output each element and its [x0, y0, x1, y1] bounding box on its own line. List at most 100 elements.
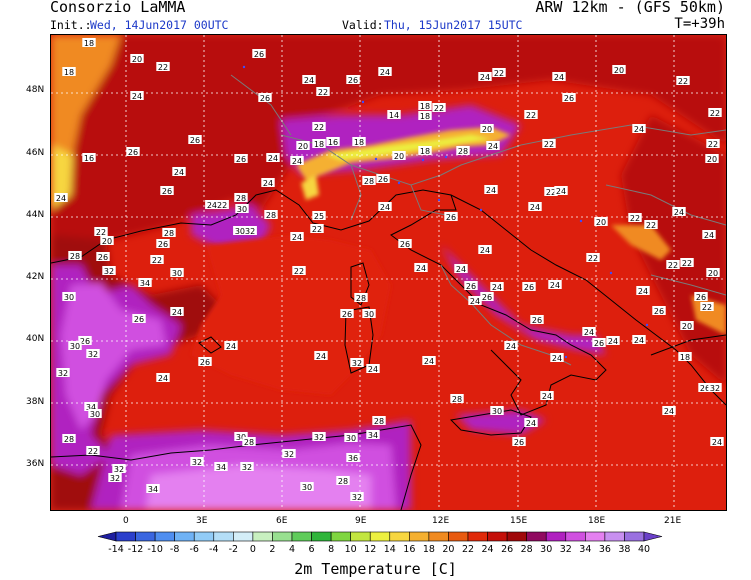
svg-text:24: 24: [172, 308, 182, 317]
svg-text:20: 20: [482, 125, 492, 134]
station-value: 24: [172, 167, 186, 177]
colorbar-tick-label: 32: [559, 544, 572, 555]
svg-text:18: 18: [680, 353, 690, 362]
svg-text:24: 24: [488, 142, 498, 151]
station-value: 24: [290, 232, 304, 242]
station-value: 26: [78, 336, 92, 346]
colorbar-cell: [467, 531, 488, 542]
svg-text:28: 28: [356, 294, 366, 303]
svg-text:20: 20: [682, 322, 692, 331]
station-value: 30: [68, 341, 82, 351]
station-value: 20: [594, 217, 608, 227]
station-value: 22: [708, 108, 722, 118]
svg-text:22: 22: [152, 256, 162, 265]
svg-text:2422: 2422: [207, 201, 227, 210]
station-value: 24: [582, 327, 596, 337]
graticule: [51, 35, 726, 510]
svg-text:24: 24: [316, 352, 326, 361]
colorbar-tick-label: 18: [422, 544, 435, 555]
station-value: 26: [132, 314, 146, 324]
svg-text:24: 24: [556, 187, 566, 196]
colorbar-cell: [115, 531, 136, 542]
colorbar-cell: [389, 531, 410, 542]
station-value: 22: [94, 227, 108, 237]
svg-text:30: 30: [172, 269, 182, 278]
station-value: 26: [340, 309, 354, 319]
svg-text:26: 26: [532, 316, 542, 325]
station-value: 24: [378, 202, 392, 212]
station-value: 26: [398, 239, 412, 249]
colorbar-tick-label: 38: [618, 544, 631, 555]
svg-text:30: 30: [236, 433, 246, 442]
station-value: 20: [100, 236, 114, 246]
station-value: 34: [214, 462, 228, 472]
colorbar-tick-label: 12: [364, 544, 377, 555]
station-value: 34: [138, 278, 152, 288]
station-value: 24: [478, 245, 492, 255]
station-value: 24: [422, 356, 436, 366]
svg-text:28: 28: [164, 229, 174, 238]
lat-label: 40N: [26, 334, 45, 344]
station-value: 20: [705, 154, 719, 164]
svg-text:24: 24: [158, 374, 168, 383]
station-value: 24: [468, 296, 482, 306]
colorbar-cell: [585, 531, 606, 542]
station-value: 30: [344, 433, 358, 443]
station-value: 24: [662, 406, 676, 416]
svg-text:30: 30: [346, 434, 356, 443]
colorbar-cell: [624, 531, 645, 542]
station-value: 24: [261, 178, 275, 188]
svg-text:22: 22: [710, 109, 720, 118]
colorbar-cell: [369, 531, 391, 542]
svg-text:22: 22: [682, 259, 692, 268]
svg-text:22: 22: [630, 214, 640, 223]
svg-text:22: 22: [708, 140, 718, 149]
svg-text:24: 24: [480, 73, 490, 82]
svg-text:22: 22: [494, 69, 504, 78]
svg-text:22: 22: [702, 303, 712, 312]
svg-text:28: 28: [266, 211, 276, 220]
svg-text:24: 24: [552, 354, 562, 363]
colorbar-tick-label: 28: [520, 544, 533, 555]
colorbar-cell: [526, 531, 547, 542]
svg-text:24: 24: [56, 194, 66, 203]
lat-label: 38N: [26, 397, 45, 407]
lat-label: 42N: [26, 272, 45, 282]
station-value: 34: [366, 430, 380, 440]
station-value: 32: [86, 349, 100, 359]
station-value: 3032: [233, 226, 257, 236]
svg-text:26: 26: [564, 94, 574, 103]
svg-text:16: 16: [328, 138, 338, 147]
svg-text:22: 22: [588, 254, 598, 263]
svg-text:26: 26: [98, 253, 108, 262]
lon-label: 15E: [510, 516, 528, 526]
station-value: 24: [490, 282, 504, 292]
temperature-map: 1820222624262424222420221824262226222220…: [50, 34, 727, 511]
station-value: 26: [522, 282, 536, 292]
svg-text:32: 32: [110, 474, 120, 483]
colorbar-tick-label: 34: [579, 544, 592, 555]
station-value: 24: [710, 437, 724, 447]
svg-text:24: 24: [634, 125, 644, 134]
station-value: 32: [312, 432, 326, 442]
station-value: 20: [680, 321, 694, 331]
svg-text:34: 34: [140, 279, 150, 288]
svg-text:22: 22: [544, 140, 554, 149]
lon-label: 0: [123, 516, 129, 526]
sea-area: [191, 235, 391, 395]
svg-text:22: 22: [294, 267, 304, 276]
svg-text:24: 24: [416, 264, 426, 273]
station-value: 26: [234, 154, 248, 164]
svg-text:24: 24: [530, 203, 540, 212]
colorbar-tick-label: -8: [169, 544, 180, 555]
svg-text:20: 20: [708, 269, 718, 278]
colorbar-cell: [350, 531, 371, 542]
station-value: 26: [96, 252, 110, 262]
svg-text:26: 26: [524, 283, 534, 292]
station-value: 24: [302, 75, 316, 85]
station-value: 24: [552, 72, 566, 82]
station-value: 26: [652, 306, 666, 316]
station-value: 30: [88, 409, 102, 419]
station-value: 26: [480, 292, 494, 302]
